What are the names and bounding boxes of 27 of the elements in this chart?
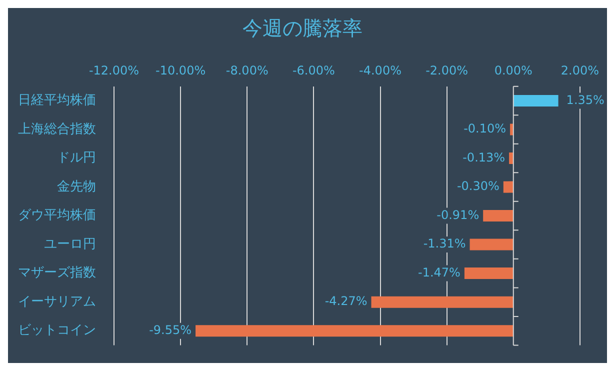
data-label: -1.47% — [418, 265, 460, 280]
x-tick-label: 2.00% — [560, 63, 599, 78]
data-label: -0.30% — [456, 179, 500, 194]
data-label: -4.27% — [324, 294, 368, 308]
y-tick-label: ドル円 — [57, 150, 96, 166]
x-tick-label: -4.00% — [359, 63, 402, 78]
x-tick-label: 0.00% — [494, 63, 532, 78]
y-tick-label: ダウ平均株価 — [18, 208, 96, 224]
data-label: -1.31% — [423, 236, 466, 251]
y-tick-label: イーサリアム — [18, 294, 96, 310]
y-tick-label: 日経平均株価 — [18, 93, 96, 108]
data-label: -0.13% — [462, 150, 506, 164]
x-tick-label: -10.00% — [156, 63, 206, 78]
data-label: 1.35% — [566, 92, 604, 107]
y-tick-label: 金先物 — [57, 179, 96, 194]
data-label: -0.10% — [464, 122, 506, 136]
y-tick-label: 上海総合指数 — [18, 122, 96, 137]
data-label: -9.55% — [149, 322, 192, 337]
x-tick-label: -8.00% — [226, 63, 268, 78]
chart-title: 今週の騰落率 — [242, 16, 362, 40]
x-tick-label: -2.00% — [426, 63, 468, 78]
y-tick-label: ユーロ円 — [44, 236, 96, 252]
x-tick-label: -12.00% — [88, 63, 140, 78]
data-label: -0.91% — [436, 208, 480, 222]
y-tick-label: ビットコイン — [18, 323, 96, 338]
x-tick-label: -6.00% — [292, 63, 335, 78]
y-tick-label: マザーズ指数 — [18, 266, 96, 281]
